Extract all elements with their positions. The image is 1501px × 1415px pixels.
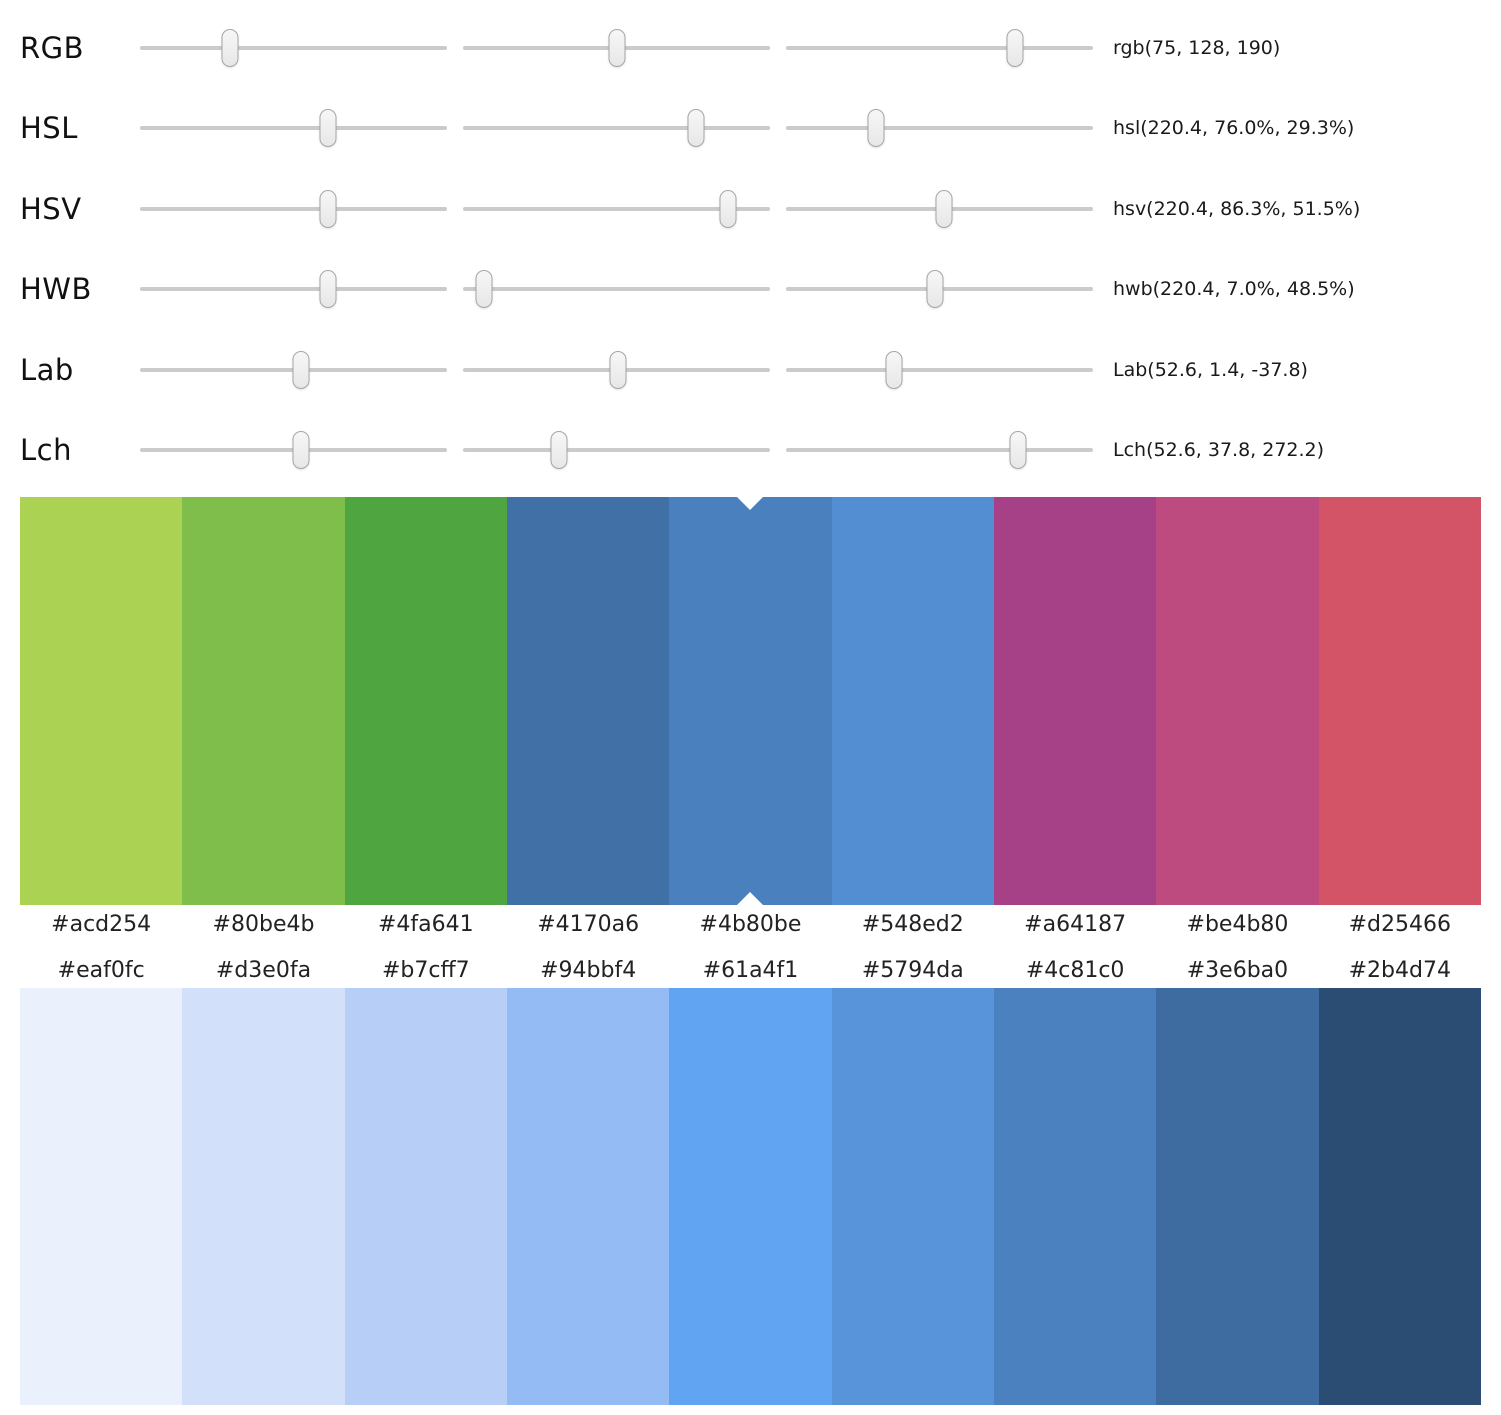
hex-label: #548ed2 xyxy=(861,911,964,937)
palette-swatch[interactable] xyxy=(20,988,183,1405)
lab-slider-track-3[interactable] xyxy=(786,346,1093,394)
palette-swatch[interactable] xyxy=(831,988,994,1405)
shade-hex-labels: #eaf0fc #d3e0fa #b7cff7 #94bbf4 #61a4f1 … xyxy=(20,954,1481,986)
palette-swatch[interactable] xyxy=(182,988,345,1405)
palette-swatch[interactable] xyxy=(182,497,345,905)
slider-row-hwb: HWB hwb(220.4, 7.0%, 48.5%) xyxy=(0,249,1501,329)
palette-swatch[interactable] xyxy=(993,497,1157,905)
hex-label: #2b4d74 xyxy=(1348,957,1451,983)
rgb-slider-thumb-3[interactable] xyxy=(1006,29,1024,67)
hsl-slider-thumb-2[interactable] xyxy=(687,109,705,147)
lch-slider-track-2[interactable] xyxy=(463,426,770,474)
rgb-slider-track-3[interactable] xyxy=(786,24,1093,72)
hsl-slider-track-1[interactable] xyxy=(140,104,447,152)
hex-label: #94bbf4 xyxy=(540,957,637,983)
colorspace-label-hwb: HWB xyxy=(20,272,92,306)
palette-swatch[interactable] xyxy=(344,988,507,1405)
color-value-lab: Lab(52.6, 1.4, -37.8) xyxy=(1113,359,1308,381)
lch-slider-thumb-3[interactable] xyxy=(1009,431,1027,469)
shade-palette xyxy=(20,988,1481,1405)
hsl-slider-track-2[interactable] xyxy=(463,104,770,152)
rgb-slider-thumb-1[interactable] xyxy=(221,29,239,67)
hex-label: #b7cff7 xyxy=(381,957,470,983)
lch-slider-track-1[interactable] xyxy=(140,426,447,474)
colorspace-label-hsv: HSV xyxy=(20,192,82,226)
hex-label: #4fa641 xyxy=(377,911,474,937)
palette-swatch[interactable] xyxy=(669,988,832,1405)
palette-swatch[interactable] xyxy=(831,497,994,905)
colorspace-label-lab: Lab xyxy=(20,353,74,387)
hsl-slider-thumb-1[interactable] xyxy=(319,109,337,147)
palette-swatch[interactable] xyxy=(993,988,1157,1405)
palette-swatch[interactable] xyxy=(506,988,670,1405)
hsv-slider-thumb-3[interactable] xyxy=(935,190,953,228)
hex-label: #61a4f1 xyxy=(702,957,799,983)
hex-label: #4b80be xyxy=(699,911,802,937)
color-value-hwb: hwb(220.4, 7.0%, 48.5%) xyxy=(1113,278,1355,300)
slider-row-lab: Lab Lab(52.6, 1.4, -37.8) xyxy=(0,330,1501,410)
lab-slider-track-2[interactable] xyxy=(463,346,770,394)
hex-label: #be4b80 xyxy=(1186,911,1289,937)
lab-slider-thumb-1[interactable] xyxy=(292,351,310,389)
color-value-lch: Lch(52.6, 37.8, 272.2) xyxy=(1113,439,1325,461)
hex-label: #d25466 xyxy=(1348,911,1451,937)
hex-label: #3e6ba0 xyxy=(1186,957,1289,983)
selection-notch-bottom xyxy=(737,892,764,905)
hwb-slider-track-2[interactable] xyxy=(463,265,770,313)
hsv-slider-track-3[interactable] xyxy=(786,185,1093,233)
palette-swatch[interactable] xyxy=(506,497,670,905)
hsl-slider-track-3[interactable] xyxy=(786,104,1093,152)
lch-slider-track-3[interactable] xyxy=(786,426,1093,474)
color-value-hsl: hsl(220.4, 76.0%, 29.3%) xyxy=(1113,117,1355,139)
slider-row-lch: Lch Lch(52.6, 37.8, 272.2) xyxy=(0,410,1501,490)
palette-swatch[interactable] xyxy=(344,497,507,905)
hex-label: #eaf0fc xyxy=(57,957,145,983)
rgb-slider-track-2[interactable] xyxy=(463,24,770,72)
colorspace-label-hsl: HSL xyxy=(20,111,78,145)
palette-swatch[interactable] xyxy=(1318,988,1481,1405)
hex-label: #80be4b xyxy=(212,911,315,937)
hue-hex-labels: #acd254 #80be4b #4fa641 #4170a6 #4b80be … xyxy=(20,908,1481,940)
slider-row-hsv: HSV hsv(220.4, 86.3%, 51.5%) xyxy=(0,169,1501,249)
hwb-slider-thumb-3[interactable] xyxy=(926,270,944,308)
palette-swatch[interactable] xyxy=(1156,497,1319,905)
colorspace-label-lch: Lch xyxy=(20,433,72,467)
hex-label: #acd254 xyxy=(51,911,152,937)
hsv-slider-track-1[interactable] xyxy=(140,185,447,233)
slider-row-hsl: HSL hsl(220.4, 76.0%, 29.3%) xyxy=(0,88,1501,168)
lch-slider-thumb-1[interactable] xyxy=(292,431,310,469)
hex-label: #a64187 xyxy=(1024,911,1127,937)
rgb-slider-thumb-2[interactable] xyxy=(608,29,626,67)
lab-slider-track-1[interactable] xyxy=(140,346,447,394)
color-value-hsv: hsv(220.4, 86.3%, 51.5%) xyxy=(1113,198,1361,220)
selection-notch-top xyxy=(737,497,764,510)
lch-slider-thumb-2[interactable] xyxy=(550,431,568,469)
palette-swatch-selected[interactable] xyxy=(669,497,832,905)
palette-swatch[interactable] xyxy=(20,497,183,905)
lab-slider-thumb-2[interactable] xyxy=(609,351,627,389)
slider-row-rgb: RGB rgb(75, 128, 190) xyxy=(0,8,1501,88)
color-value-rgb: rgb(75, 128, 190) xyxy=(1113,37,1281,59)
hex-label: #5794da xyxy=(861,957,964,983)
hex-label: #4c81c0 xyxy=(1025,957,1125,983)
palette-swatch[interactable] xyxy=(1156,988,1319,1405)
hue-palette xyxy=(20,497,1481,905)
hsl-slider-thumb-3[interactable] xyxy=(867,109,885,147)
hwb-slider-track-1[interactable] xyxy=(140,265,447,313)
hwb-slider-thumb-1[interactable] xyxy=(319,270,337,308)
colorspace-label-rgb: RGB xyxy=(20,31,85,65)
hex-label: #4170a6 xyxy=(537,911,640,937)
hsv-slider-track-2[interactable] xyxy=(463,185,770,233)
rgb-slider-track-1[interactable] xyxy=(140,24,447,72)
hex-label: #d3e0fa xyxy=(215,957,312,983)
hwb-slider-track-3[interactable] xyxy=(786,265,1093,313)
hsv-slider-thumb-1[interactable] xyxy=(319,190,337,228)
lab-slider-thumb-3[interactable] xyxy=(885,351,903,389)
hwb-slider-thumb-2[interactable] xyxy=(475,270,493,308)
palette-swatch[interactable] xyxy=(1318,497,1481,905)
hsv-slider-thumb-2[interactable] xyxy=(719,190,737,228)
